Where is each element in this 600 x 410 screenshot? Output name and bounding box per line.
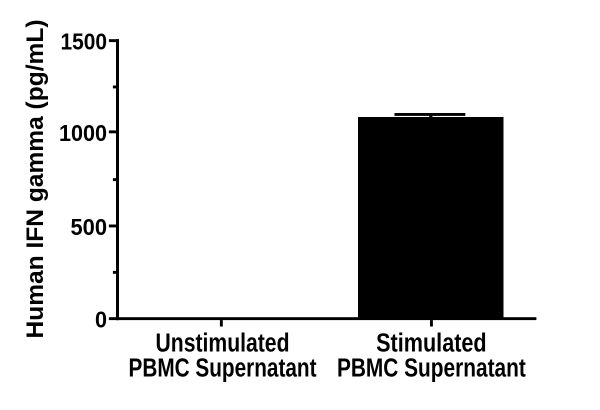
svg-text:PBMC Supernatant: PBMC Supernatant [337,355,526,383]
svg-text:PBMC Supernatant: PBMC Supernatant [129,355,317,383]
svg-text:1500: 1500 [61,29,108,55]
svg-text:500: 500 [71,214,108,240]
svg-text:Human IFN gamma (pg/mL): Human IFN gamma (pg/mL) [22,20,49,339]
svg-text:0: 0 [95,307,107,333]
svg-text:1000: 1000 [59,120,107,146]
svg-text:Stimulated: Stimulated [376,329,487,357]
svg-text:Unstimulated: Unstimulated [156,329,290,357]
